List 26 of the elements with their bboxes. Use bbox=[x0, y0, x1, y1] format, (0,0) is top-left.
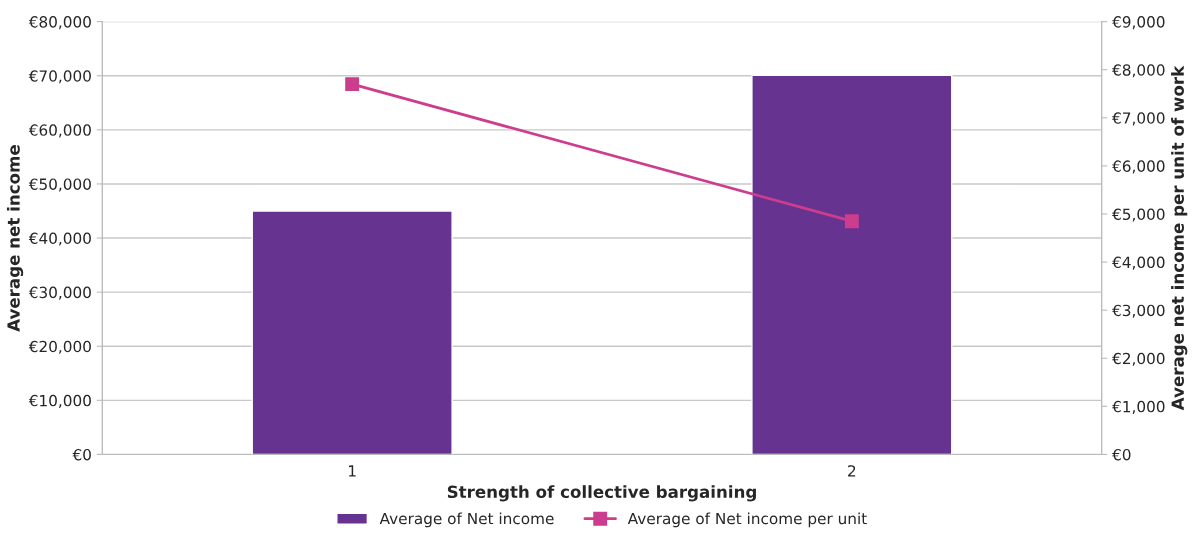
y2-tick-label: €6,000 bbox=[1112, 160, 1165, 174]
y2-tick-label: €7,000 bbox=[1112, 112, 1165, 126]
x-tick-label: 2 bbox=[848, 465, 856, 477]
y2-tick-label: €0 bbox=[1112, 448, 1131, 461]
y2-axis-title: Average net income per unit of work bbox=[1171, 65, 1188, 411]
y2-tick-label: €9,000 bbox=[1112, 16, 1165, 30]
y-tick-label: €80,000 bbox=[28, 16, 91, 30]
y2-tick-label: €3,000 bbox=[1112, 304, 1165, 318]
y-axis-title: Average net income bbox=[6, 145, 24, 332]
y2-tick-label: €1,000 bbox=[1112, 400, 1165, 414]
y-tick-label: €70,000 bbox=[28, 70, 91, 84]
y-tick-label: €20,000 bbox=[28, 340, 91, 354]
y-tick-label: €50,000 bbox=[28, 178, 91, 192]
y-tick-label: €0 bbox=[72, 448, 91, 461]
y-tick-label: €30,000 bbox=[28, 286, 91, 300]
x-tick-label: 1 bbox=[348, 465, 356, 477]
y-tick-label: €40,000 bbox=[28, 232, 91, 246]
legend-label: Average of Net income per unit bbox=[627, 512, 867, 528]
legend-label: Average of Net income bbox=[379, 512, 554, 528]
y2-tick-label: €2,000 bbox=[1112, 352, 1165, 366]
y-tick-label: €60,000 bbox=[28, 124, 91, 138]
y2-tick-label: €4,000 bbox=[1112, 256, 1165, 270]
y2-tick-label: €8,000 bbox=[1112, 64, 1165, 78]
x-axis-title: Strength of collective bargaining bbox=[447, 485, 756, 502]
y2-tick-label: €5,000 bbox=[1112, 208, 1165, 222]
y-tick-label: €10,000 bbox=[28, 394, 91, 408]
